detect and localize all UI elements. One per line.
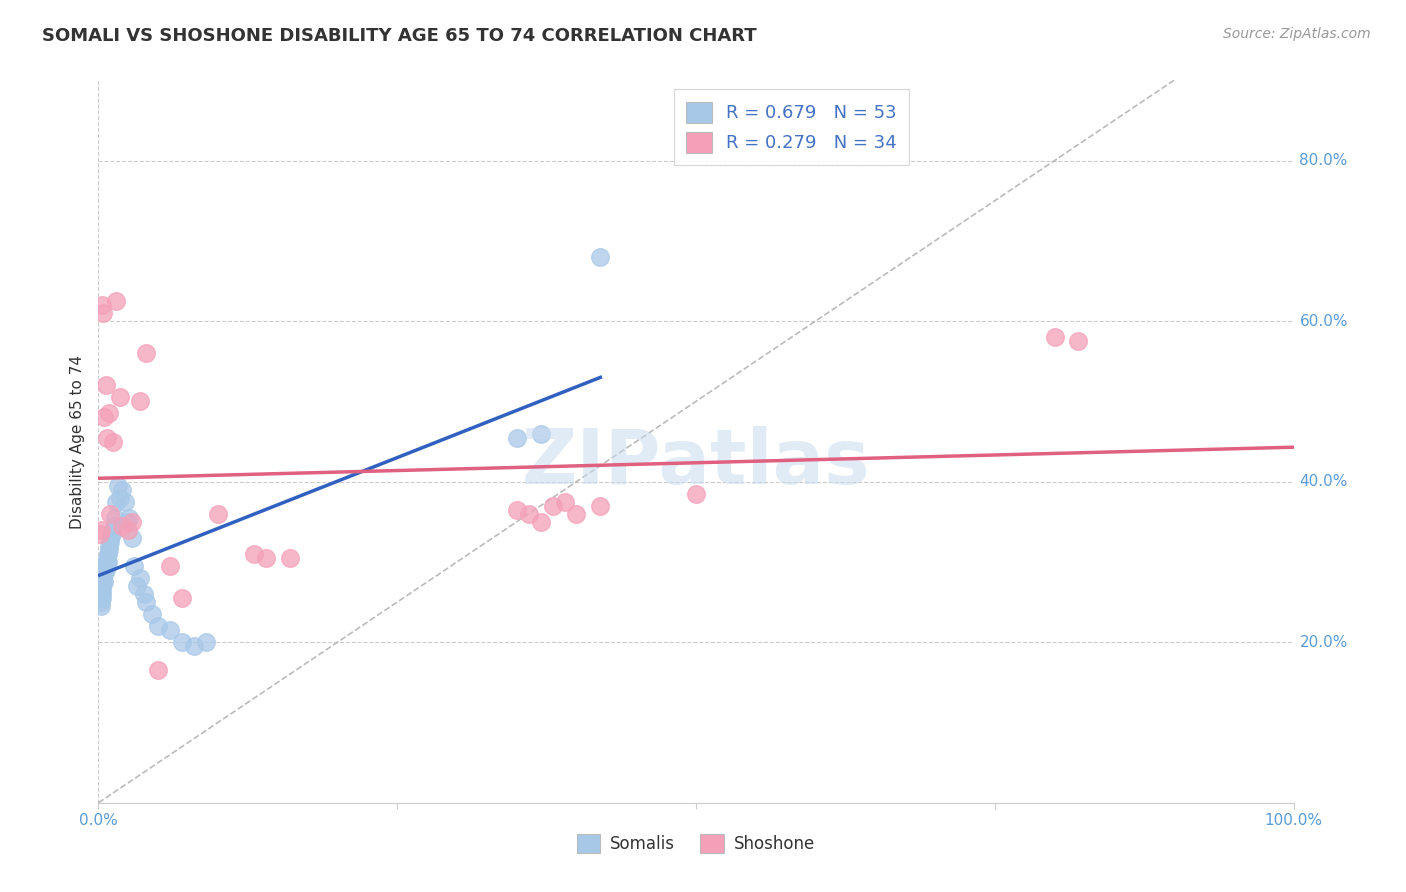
Point	[91, 591, 114, 605]
Point	[135, 346, 157, 360]
Point	[530, 515, 553, 529]
Point	[148, 664, 170, 678]
Point	[105, 494, 128, 508]
Point	[124, 558, 146, 574]
Point	[115, 515, 138, 529]
Text: 80.0%: 80.0%	[1299, 153, 1348, 168]
Point	[91, 567, 114, 582]
Point	[506, 430, 529, 444]
Y-axis label: Disability Age 65 to 74: Disability Age 65 to 74	[69, 354, 84, 529]
Point	[96, 430, 118, 444]
Point	[254, 550, 277, 566]
Point	[89, 526, 111, 541]
Point	[93, 410, 115, 425]
Point	[117, 523, 139, 537]
Point	[107, 478, 129, 492]
Point	[121, 515, 143, 529]
Point	[89, 579, 111, 593]
Text: Source: ZipAtlas.com: Source: ZipAtlas.com	[1223, 27, 1371, 41]
Point	[243, 547, 266, 561]
Point	[91, 579, 114, 593]
Text: 40.0%: 40.0%	[1299, 475, 1348, 489]
Point	[98, 539, 121, 553]
Point	[98, 542, 121, 557]
Point	[91, 298, 114, 312]
Point	[91, 563, 114, 577]
Point	[90, 523, 112, 537]
Point	[97, 547, 120, 561]
Point	[91, 587, 114, 601]
Point	[91, 571, 114, 585]
Point	[118, 510, 141, 524]
Point	[94, 378, 117, 392]
Point	[111, 483, 134, 497]
Point	[506, 502, 529, 516]
Point	[129, 394, 152, 409]
Point	[195, 635, 218, 649]
Point	[98, 531, 122, 545]
Point	[100, 526, 122, 541]
Point	[101, 434, 124, 449]
Point	[114, 494, 136, 508]
Point	[103, 518, 125, 533]
Legend: Somalis, Shoshone: Somalis, Shoshone	[571, 827, 821, 860]
Point	[530, 426, 553, 441]
Point	[98, 534, 122, 549]
Point	[183, 639, 205, 653]
Point	[94, 563, 117, 577]
Text: 60.0%: 60.0%	[1299, 314, 1348, 328]
Text: 20.0%: 20.0%	[1299, 635, 1348, 649]
Point	[589, 499, 612, 513]
Point	[121, 531, 143, 545]
Point	[90, 583, 112, 598]
Text: SOMALI VS SHOSHONE DISABILITY AGE 65 TO 74 CORRELATION CHART: SOMALI VS SHOSHONE DISABILITY AGE 65 TO …	[42, 27, 756, 45]
Point	[104, 510, 127, 524]
Point	[89, 587, 111, 601]
Point	[101, 523, 124, 537]
Point	[93, 574, 115, 589]
Point	[96, 550, 118, 566]
Point	[159, 623, 181, 637]
Point	[172, 635, 194, 649]
Point	[172, 591, 194, 605]
Point	[90, 599, 112, 614]
Point	[129, 571, 152, 585]
Point	[94, 558, 117, 574]
Point	[685, 486, 707, 500]
Point	[97, 555, 120, 569]
Point	[141, 607, 163, 621]
Point	[565, 507, 588, 521]
Point	[91, 574, 114, 589]
Point	[589, 250, 612, 264]
Point	[108, 491, 131, 505]
Point	[91, 583, 114, 598]
Point	[1067, 334, 1090, 348]
Point	[554, 494, 576, 508]
Point	[93, 558, 115, 574]
Point	[517, 507, 540, 521]
Point	[111, 518, 134, 533]
Point	[148, 619, 170, 633]
Point	[93, 567, 115, 582]
Point	[132, 587, 155, 601]
Point	[98, 507, 122, 521]
Point	[91, 306, 114, 320]
Point	[105, 293, 128, 308]
Point	[278, 550, 301, 566]
Point	[1043, 330, 1066, 344]
Point	[89, 591, 111, 605]
Point	[98, 406, 121, 420]
Point	[541, 499, 564, 513]
Text: ZIPatlas: ZIPatlas	[522, 426, 870, 500]
Point	[125, 579, 148, 593]
Point	[207, 507, 229, 521]
Point	[96, 555, 118, 569]
Point	[135, 595, 157, 609]
Point	[108, 390, 131, 404]
Point	[159, 558, 181, 574]
Point	[90, 595, 112, 609]
